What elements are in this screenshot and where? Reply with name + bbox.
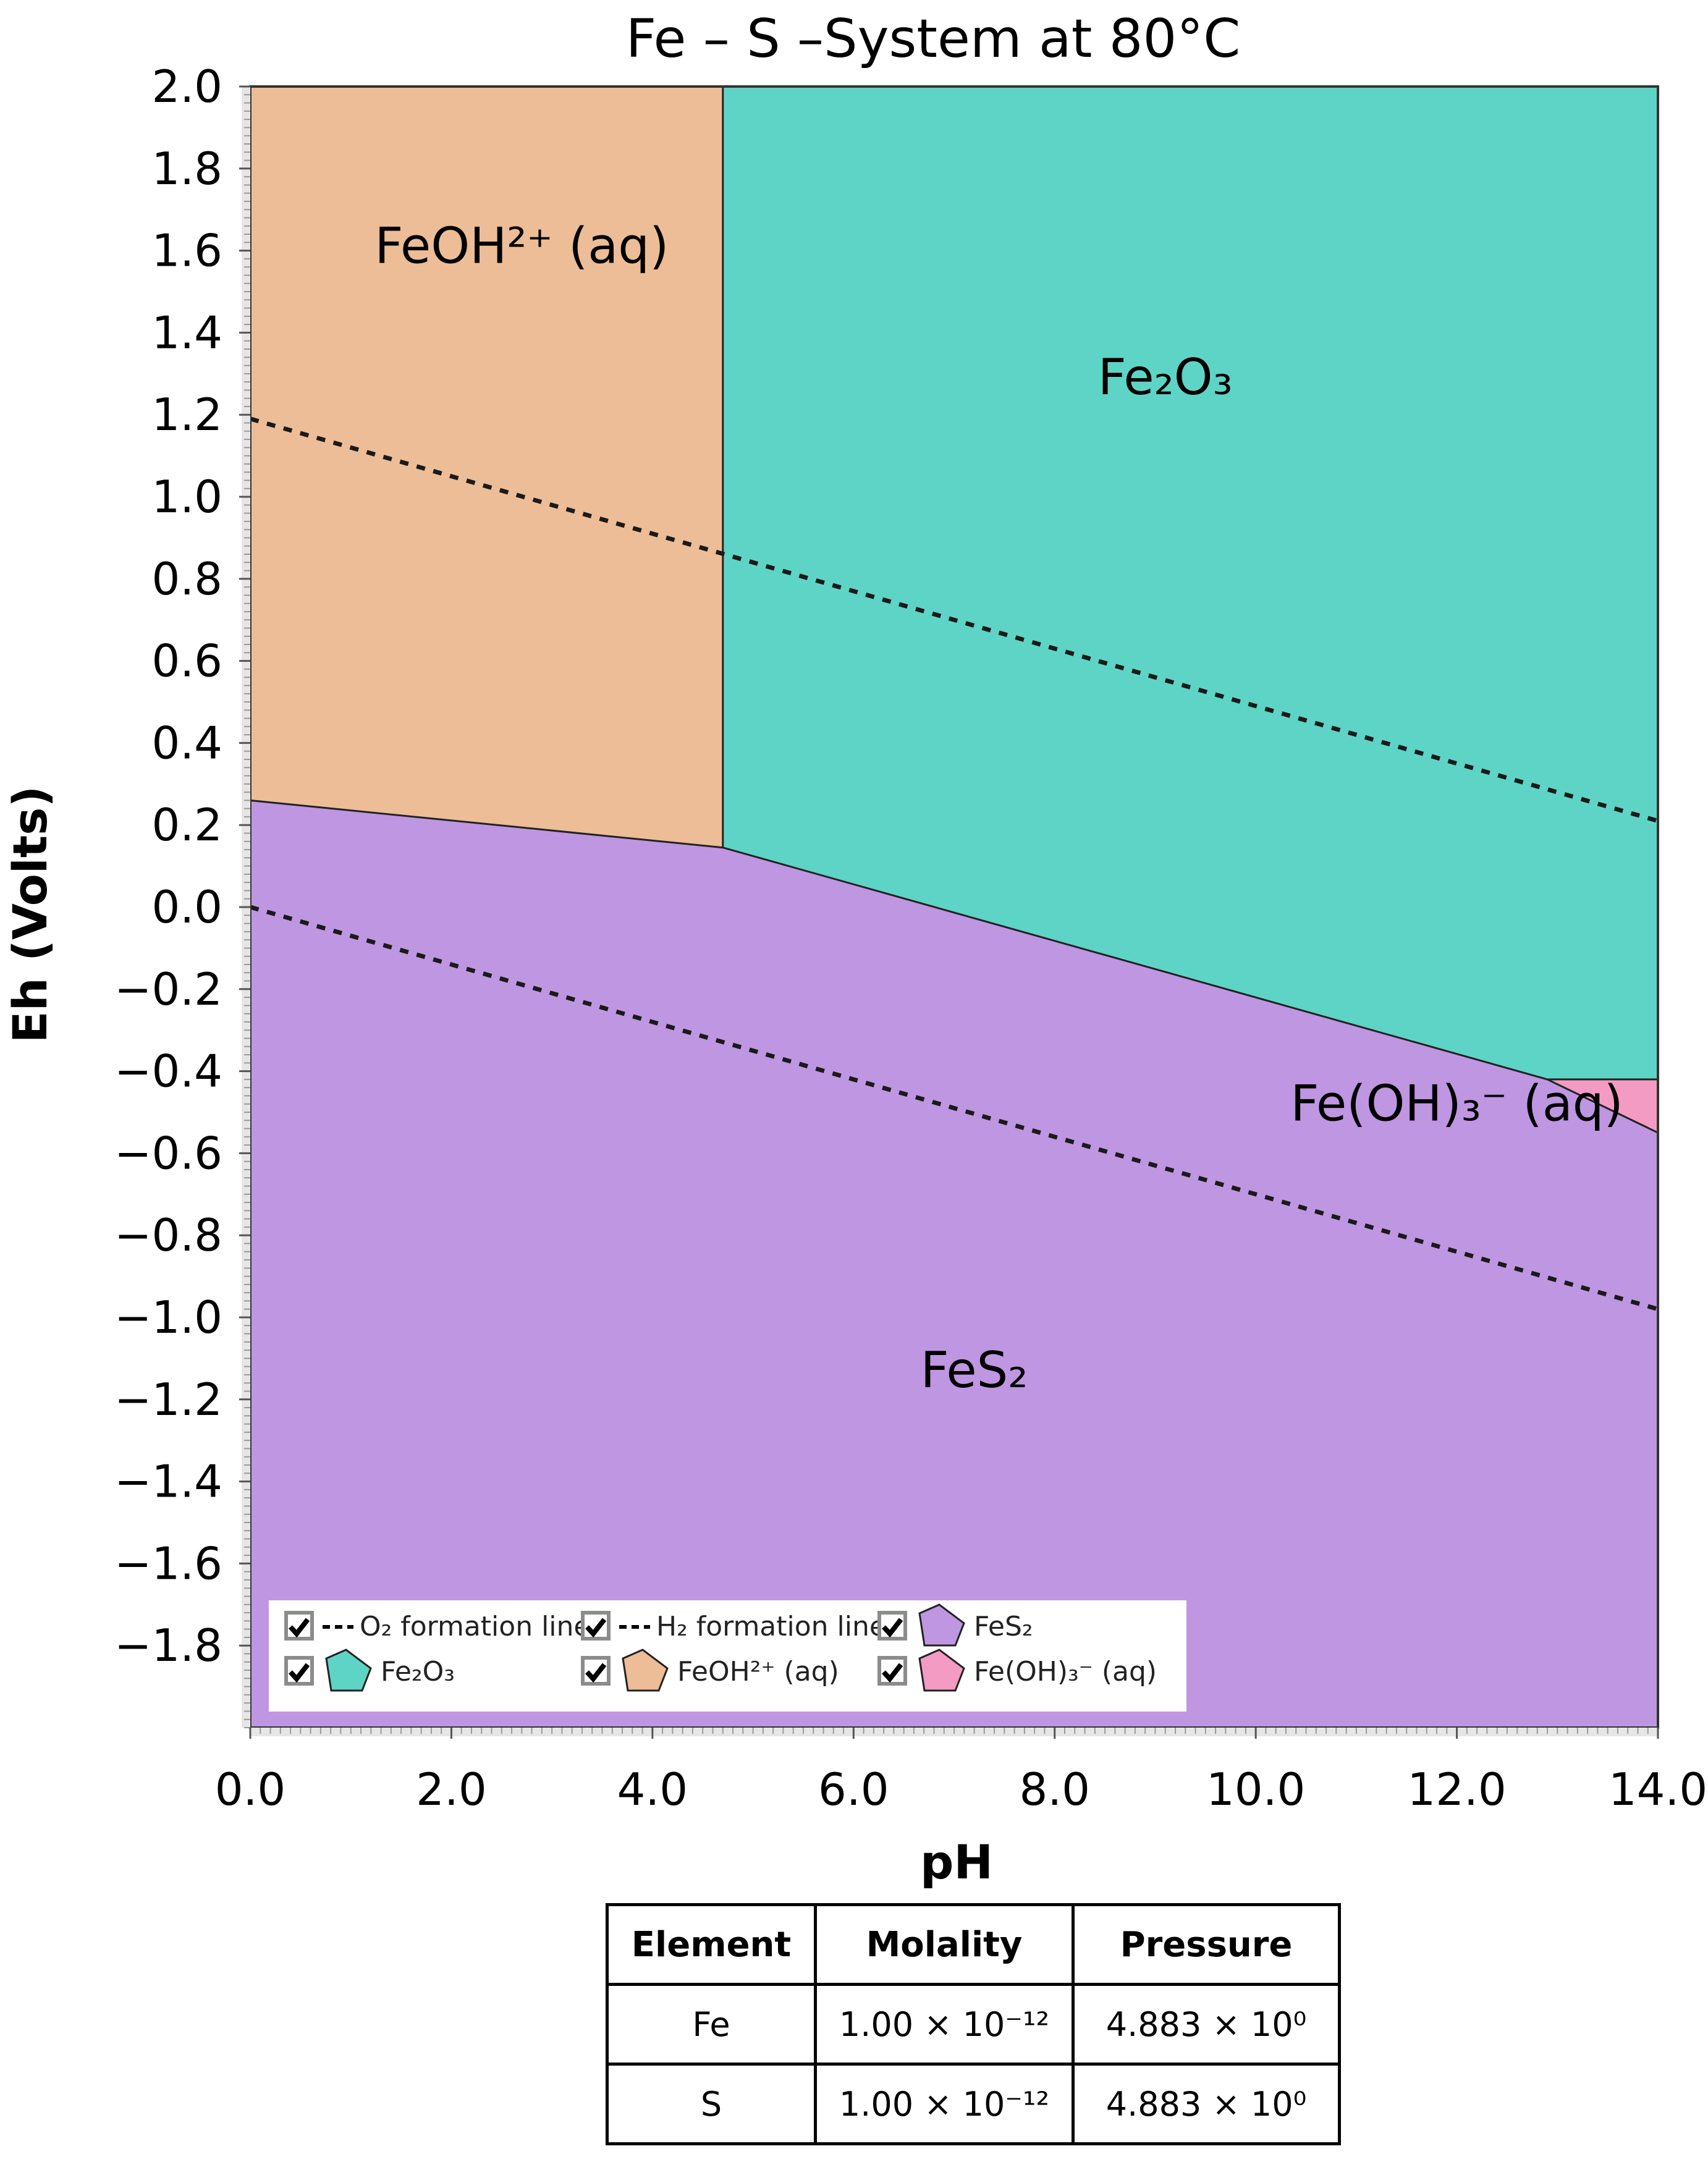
y-tick-label: −0.2 bbox=[114, 963, 222, 1015]
header-molality: Molality bbox=[814, 1903, 1075, 1986]
x-tick-label: 0.0 bbox=[215, 1763, 286, 1815]
legend-box bbox=[269, 1600, 1186, 1712]
y-tick-label: −0.6 bbox=[114, 1127, 222, 1179]
region-fe-o bbox=[722, 87, 1658, 1079]
x-tick-label: 10.0 bbox=[1206, 1763, 1305, 1815]
check-icon bbox=[289, 1663, 310, 1683]
check-icon bbox=[289, 1618, 310, 1638]
conditions-table: Element Molality Pressure Fe 1.00 × 10⁻¹… bbox=[606, 1903, 1341, 2145]
table-row: S 1.00 × 10⁻¹² 4.883 × 10⁰ bbox=[606, 2063, 1341, 2145]
dashed-o-formation-line bbox=[250, 416, 1659, 823]
check-icon bbox=[882, 1618, 903, 1638]
table-header-row: Element Molality Pressure bbox=[606, 1903, 1341, 1986]
region-label-feoh-aq: FeOH²⁺ (aq) bbox=[374, 217, 669, 275]
region-boundaries bbox=[250, 87, 1659, 1134]
chart-title: Fe – S –System at 80°C bbox=[626, 8, 1241, 70]
legend-swatch-icon bbox=[325, 1649, 372, 1692]
y-tick-label: 0.6 bbox=[151, 635, 222, 687]
y-tick-label: 0.0 bbox=[151, 881, 222, 933]
y-tick-label: 1.8 bbox=[151, 143, 222, 195]
y-tick-label: −0.8 bbox=[114, 1209, 222, 1261]
x-tick-label: 4.0 bbox=[617, 1763, 688, 1815]
legend-swatch-icon bbox=[918, 1603, 965, 1647]
y-tick-label: −1.4 bbox=[114, 1456, 222, 1508]
legend-label: H₂ formation line bbox=[656, 1611, 886, 1642]
check-icon bbox=[585, 1618, 607, 1638]
y-tick-label: −1.2 bbox=[114, 1374, 222, 1425]
legend-swatch-icon bbox=[918, 1649, 965, 1692]
legend-item: Fe(OH)₃⁻ (aq) bbox=[877, 1649, 1157, 1692]
x-axis: 0.0 2.0 4.0 6.0 8.0 10.0 12.0 14.0 bbox=[215, 1728, 1707, 1815]
y-tick-label: 0.8 bbox=[151, 553, 222, 605]
region-feoh-aq bbox=[250, 87, 723, 848]
legend-swatch-icon bbox=[622, 1649, 669, 1692]
legend-item: FeS₂ bbox=[877, 1603, 1033, 1647]
legend-label: FeOH²⁺ (aq) bbox=[677, 1656, 839, 1687]
cell-molality: 1.00 × 10⁻¹² bbox=[814, 2063, 1075, 2145]
legend-label: O₂ formation line bbox=[360, 1611, 590, 1642]
check-icon bbox=[882, 1663, 903, 1683]
y-tick-label: −0.4 bbox=[114, 1045, 222, 1097]
x-tick-label: 2.0 bbox=[416, 1763, 487, 1815]
legend-item: O₂ formation line bbox=[284, 1611, 590, 1642]
header-pressure: Pressure bbox=[1072, 1903, 1341, 1986]
dashed-h-formation-line bbox=[250, 905, 1659, 1312]
cell-pressure: 4.883 × 10⁰ bbox=[1072, 1983, 1341, 2066]
region-label-fe-oh-aq: Fe(OH)₃⁻ (aq) bbox=[1290, 1075, 1623, 1132]
region-label-fe-o: Fe₂O₃ bbox=[1098, 348, 1233, 406]
y-tick-label: −1.6 bbox=[114, 1537, 222, 1589]
x-axis-title: pH bbox=[920, 1835, 993, 1890]
water-stability-lines bbox=[250, 416, 1659, 1312]
check-icon bbox=[585, 1663, 607, 1683]
x-tick-label: 8.0 bbox=[1019, 1763, 1090, 1815]
legend-item: Fe₂O₃ bbox=[284, 1649, 455, 1692]
y-tick-label: 0.4 bbox=[151, 717, 222, 769]
x-tick-label: 12.0 bbox=[1407, 1763, 1506, 1815]
legend-label: Fe(OH)₃⁻ (aq) bbox=[974, 1656, 1157, 1687]
cell-pressure: 4.883 × 10⁰ bbox=[1072, 2063, 1341, 2145]
cell-element: S bbox=[606, 2063, 817, 2145]
boundary-line bbox=[250, 799, 1659, 1134]
cell-molality: 1.00 × 10⁻¹² bbox=[814, 1983, 1075, 2066]
y-tick-label: 1.6 bbox=[151, 225, 222, 277]
stability-regions bbox=[250, 87, 1658, 1728]
y-tick-label: 1.4 bbox=[151, 306, 222, 358]
legend-item: H₂ formation line bbox=[581, 1611, 886, 1642]
legend: O₂ formation line H₂ formation line FeS₂ Fe… bbox=[269, 1600, 1186, 1712]
region-fes bbox=[250, 800, 1658, 1728]
legend-label: FeS₂ bbox=[974, 1611, 1033, 1642]
region-label-fes: FeS₂ bbox=[921, 1341, 1028, 1399]
x-tick-label: 6.0 bbox=[818, 1763, 889, 1815]
y-tick-label: 1.0 bbox=[151, 471, 222, 523]
region-labels: FeOH²⁺ (aq) Fe₂O₃ Fe(OH)₃⁻ (aq) FeS₂ bbox=[374, 217, 1623, 1399]
x-tick-label: 14.0 bbox=[1609, 1763, 1707, 1815]
legend-item: FeOH²⁺ (aq) bbox=[581, 1649, 839, 1692]
legend-label: Fe₂O₃ bbox=[381, 1656, 455, 1687]
y-tick-label: −1.0 bbox=[114, 1291, 222, 1343]
y-tick-label: −1.8 bbox=[114, 1619, 222, 1671]
y-tick-label: 0.2 bbox=[151, 799, 222, 851]
cell-element: Fe bbox=[606, 1983, 817, 2066]
table-row: Fe 1.00 × 10⁻¹² 4.883 × 10⁰ bbox=[606, 1983, 1341, 2066]
y-tick-label: 1.2 bbox=[151, 389, 222, 441]
y-tick-label: 2.0 bbox=[151, 61, 222, 112]
y-axis-title: Eh (Volts) bbox=[2, 786, 57, 1043]
y-axis: 2.0 1.8 1.6 1.4 1.2 1.0 0.8 0.6 0.4 0.2 0.0 −0.2 −0.… bbox=[114, 61, 250, 1728]
header-element: Element bbox=[606, 1903, 817, 1986]
